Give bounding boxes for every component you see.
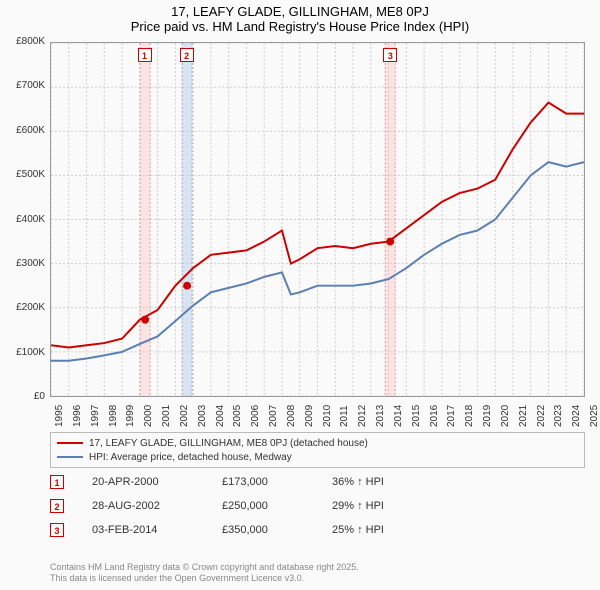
x-axis-tick-label: 2016 <box>429 405 440 427</box>
x-axis-tick-label: 2015 <box>411 405 422 427</box>
sales-row-hpi: 25% ↑ HPI <box>332 524 442 536</box>
x-axis-tick-label: 2009 <box>304 405 315 427</box>
x-axis-tick-label: 2017 <box>446 405 457 427</box>
x-axis-tick-label: 1999 <box>125 405 136 427</box>
x-axis-tick-label: 2023 <box>553 405 564 427</box>
plot-area <box>50 42 585 397</box>
x-axis-tick-label: 2018 <box>464 405 475 427</box>
y-axis-tick-label: £600K <box>0 125 45 136</box>
legend-swatch <box>57 456 83 458</box>
x-axis-tick-label: 2001 <box>161 405 172 427</box>
sales-row-price: £173,000 <box>222 476 332 488</box>
y-axis-tick-label: £300K <box>0 258 45 269</box>
chart-container: 17, LEAFY GLADE, GILLINGHAM, ME8 0PJ Pri… <box>0 0 600 590</box>
sales-row: 1 20-APR-2000£173,00036% ↑ HPI <box>50 470 442 494</box>
x-axis-tick-label: 1997 <box>90 405 101 427</box>
footer-line: This data is licensed under the Open Gov… <box>50 573 359 584</box>
legend-item: HPI: Average price, detached house, Medw… <box>57 450 578 464</box>
footer: Contains HM Land Registry data © Crown c… <box>50 562 359 585</box>
x-axis-tick-label: 2019 <box>482 405 493 427</box>
x-axis-tick-label: 2004 <box>215 405 226 427</box>
x-axis-tick-label: 1995 <box>54 405 65 427</box>
chart-svg <box>51 43 584 396</box>
x-axis-tick-label: 2000 <box>143 405 154 427</box>
title-address: 17, LEAFY GLADE, GILLINGHAM, ME8 0PJ <box>0 4 600 19</box>
x-axis-tick-label: 1998 <box>108 405 119 427</box>
sale-marker-box: 3 <box>383 48 397 62</box>
x-axis-tick-label: 2013 <box>375 405 386 427</box>
sales-row-marker: 1 <box>50 475 64 489</box>
sales-table: 1 20-APR-2000£173,00036% ↑ HPI 2 28-AUG-200… <box>50 470 442 542</box>
sale-marker-box: 1 <box>138 48 152 62</box>
x-axis-tick-label: 2020 <box>500 405 511 427</box>
x-axis-tick-label: 2024 <box>571 405 582 427</box>
y-axis-tick-label: £200K <box>0 302 45 313</box>
y-axis-tick-label: £500K <box>0 169 45 180</box>
title-block: 17, LEAFY GLADE, GILLINGHAM, ME8 0PJ Pri… <box>0 0 600 34</box>
x-axis-tick-label: 2010 <box>322 405 333 427</box>
x-axis-tick-label: 2012 <box>357 405 368 427</box>
x-axis-tick-label: 2006 <box>250 405 261 427</box>
y-axis-tick-label: £800K <box>0 36 45 47</box>
x-axis-tick-label: 2005 <box>232 405 243 427</box>
x-axis-tick-label: 2003 <box>197 405 208 427</box>
sales-row-marker: 3 <box>50 523 64 537</box>
sales-row-marker: 2 <box>50 499 64 513</box>
legend-label: HPI: Average price, detached house, Medw… <box>89 452 292 463</box>
sales-row-hpi: 36% ↑ HPI <box>332 476 442 488</box>
legend: 17, LEAFY GLADE, GILLINGHAM, ME8 0PJ (de… <box>50 432 585 468</box>
sales-row-hpi: 29% ↑ HPI <box>332 500 442 512</box>
y-axis-tick-label: £400K <box>0 214 45 225</box>
x-axis-tick-label: 2021 <box>518 405 529 427</box>
legend-swatch <box>57 442 83 444</box>
x-axis-tick-label: 2007 <box>268 405 279 427</box>
x-axis-tick-label: 2022 <box>536 405 547 427</box>
sales-row-date: 03-FEB-2014 <box>92 524 222 536</box>
sales-row-date: 28-AUG-2002 <box>92 500 222 512</box>
y-axis-tick-label: £100K <box>0 347 45 358</box>
legend-label: 17, LEAFY GLADE, GILLINGHAM, ME8 0PJ (de… <box>89 438 368 449</box>
x-axis-tick-label: 2025 <box>589 405 600 427</box>
footer-line: Contains HM Land Registry data © Crown c… <box>50 562 359 573</box>
sales-row: 3 03-FEB-2014£350,00025% ↑ HPI <box>50 518 442 542</box>
y-axis-tick-label: £0 <box>0 391 45 402</box>
title-subtitle: Price paid vs. HM Land Registry's House … <box>0 19 600 34</box>
sale-marker-box: 2 <box>180 48 194 62</box>
legend-item: 17, LEAFY GLADE, GILLINGHAM, ME8 0PJ (de… <box>57 436 578 450</box>
sales-row-price: £250,000 <box>222 500 332 512</box>
x-axis-tick-label: 1996 <box>72 405 83 427</box>
x-axis-tick-label: 2008 <box>286 405 297 427</box>
sales-row-price: £350,000 <box>222 524 332 536</box>
x-axis-tick-label: 2014 <box>393 405 404 427</box>
sales-row-date: 20-APR-2000 <box>92 476 222 488</box>
y-axis-tick-label: £700K <box>0 80 45 91</box>
x-axis-tick-label: 2002 <box>179 405 190 427</box>
x-axis-tick-label: 2011 <box>339 405 350 427</box>
sales-row: 2 28-AUG-2002£250,00029% ↑ HPI <box>50 494 442 518</box>
